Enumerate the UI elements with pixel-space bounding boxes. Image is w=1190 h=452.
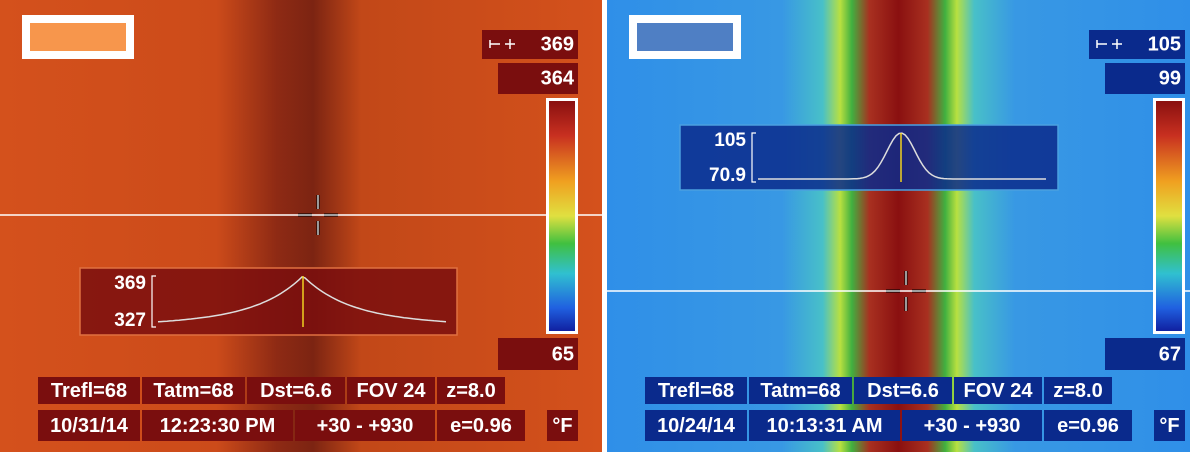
status-text: °F <box>552 415 572 437</box>
screenshot: 369 364 65 369 327 Trefl=68 Tatm=68 Dst=6.6 FOV … <box>0 0 1190 452</box>
status-text: 10:13:31 AM <box>767 415 883 437</box>
status-text: z=8.0 <box>1053 380 1102 402</box>
scale-max: 99 <box>1159 67 1181 89</box>
status-text: Trefl=68 <box>51 380 127 402</box>
status-text: FOV 24 <box>964 380 1034 402</box>
status-text: Tatm=68 <box>760 380 840 402</box>
status-text: 12:23:30 PM <box>160 415 276 437</box>
profile-max: 369 <box>114 273 146 294</box>
profile-min: 327 <box>114 310 146 331</box>
status-text: Tatm=68 <box>153 380 233 402</box>
scale-max: 364 <box>541 67 575 89</box>
status-text: 10/31/14 <box>50 415 129 437</box>
status-text: +30 - +930 <box>924 415 1021 437</box>
swatch <box>637 23 733 51</box>
max-marker: 369 <box>541 33 574 55</box>
color-bar <box>549 101 575 331</box>
status-text: +30 - +930 <box>317 415 414 437</box>
color-bar <box>1156 101 1182 331</box>
status-text: Dst=6.6 <box>260 380 332 402</box>
status-text: Dst=6.6 <box>867 380 939 402</box>
status-text: 10/24/14 <box>657 415 736 437</box>
status-text: °F <box>1159 415 1179 437</box>
status-text: e=0.96 <box>450 415 512 437</box>
swatch <box>30 23 126 51</box>
max-marker: 105 <box>1148 33 1181 55</box>
status-text: Trefl=68 <box>658 380 734 402</box>
status-text: z=8.0 <box>446 380 495 402</box>
scale-min: 67 <box>1159 343 1181 365</box>
status-text: FOV 24 <box>357 380 427 402</box>
status-text: e=0.96 <box>1057 415 1119 437</box>
scale-min: 65 <box>552 343 574 365</box>
profile-min: 70.9 <box>709 165 746 186</box>
profile-max: 105 <box>714 130 746 151</box>
